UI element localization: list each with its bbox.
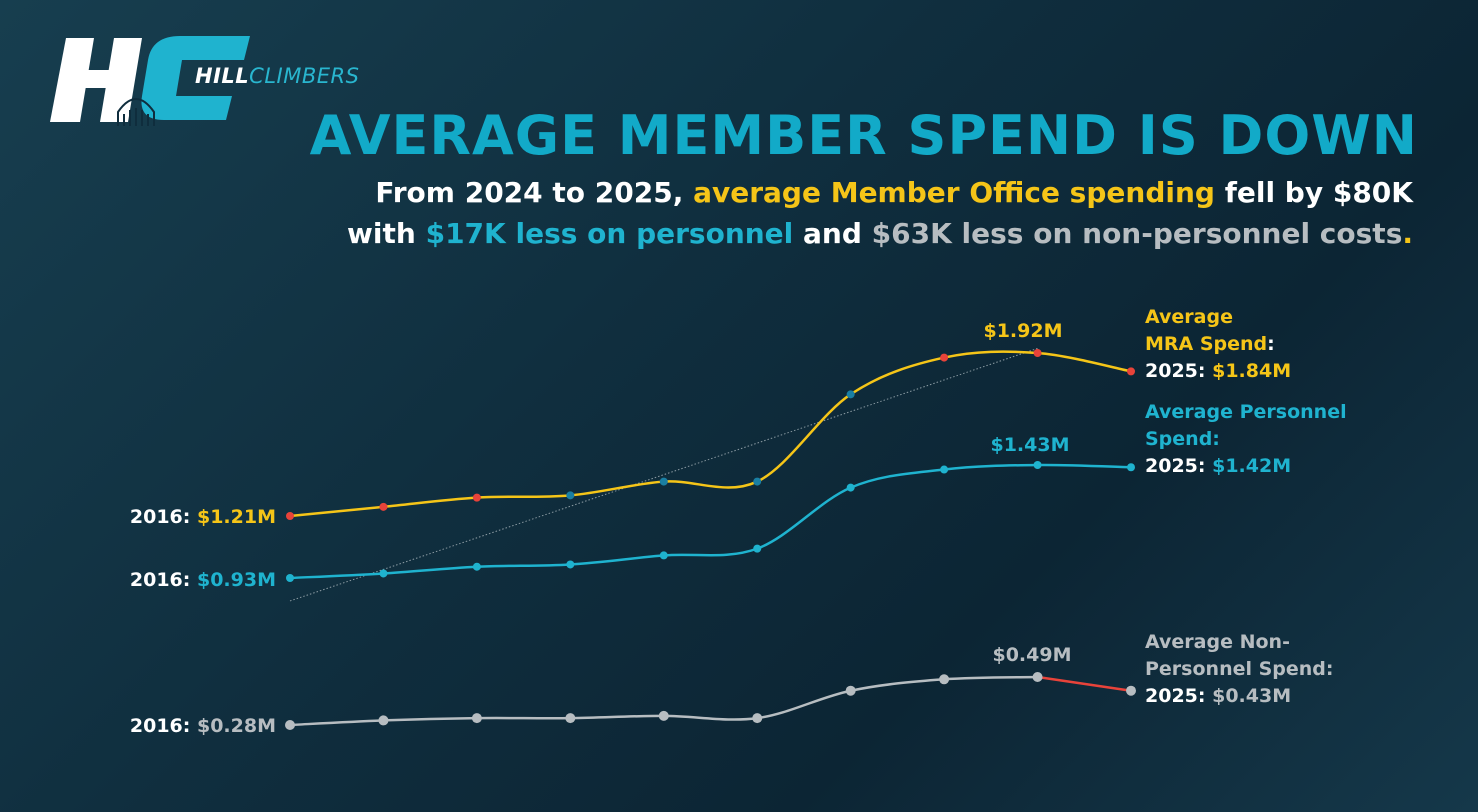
data-point-mra-2020	[659, 477, 668, 486]
data-point-mra-2024	[1033, 349, 1042, 357]
hc-monogram-icon	[50, 36, 250, 126]
data-point-personnel-2022	[846, 483, 855, 492]
end-label-non-personnel: Average Non- Personnel Spend: 2025: $0.4…	[1145, 631, 1340, 707]
data-point-non-personnel-2025	[1126, 685, 1136, 696]
capitol-dome-icon	[117, 98, 155, 126]
data-point-mra-2016	[286, 512, 294, 520]
start-label-personnel: 2016: $0.93M	[130, 569, 276, 591]
data-point-personnel-2018	[472, 562, 481, 571]
data-point-mra-2023	[940, 353, 949, 362]
data-point-personnel-2024	[1033, 461, 1042, 469]
data-point-mra-2022	[846, 390, 855, 399]
data-point-mra-2021	[753, 477, 762, 486]
series-line-personnel	[289, 463, 1132, 580]
data-point-non-personnel-2019	[565, 713, 576, 724]
end-label-personnel: Average Personnel Spend: 2025: $1.42M	[1145, 401, 1353, 477]
brand-wordmark: HILLCLIMBERS	[195, 64, 360, 88]
data-point-non-personnel-2023	[939, 674, 950, 685]
data-point-non-personnel-2024	[1032, 672, 1043, 682]
data-point-mra-2019	[566, 491, 575, 500]
data-point-non-personnel-2021	[752, 713, 763, 724]
data-point-personnel-2016	[286, 574, 294, 582]
data-point-personnel-2021	[753, 544, 762, 553]
start-label-mra: 2016: $1.21M	[130, 506, 276, 528]
subtitle-line-2: with $17K less on personnel and $63K les…	[347, 217, 1413, 250]
subtitle-line-1: From 2024 to 2025, average Member Office…	[375, 176, 1413, 209]
page-title: AVERAGE MEMBER SPEND IS DOWN	[309, 104, 1418, 167]
hillclimbers-logo	[50, 36, 250, 126]
data-point-non-personnel-2022	[845, 685, 856, 696]
data-point-non-personnel-2016	[285, 720, 295, 730]
start-label-non-personnel: 2016: $0.28M	[130, 715, 276, 737]
data-point-mra-2018	[472, 493, 481, 502]
series-points-non-personnel	[285, 672, 1136, 730]
data-point-personnel-2020	[659, 551, 668, 560]
data-point-personnel-2025	[1127, 463, 1135, 472]
data-point-non-personnel-2020	[658, 710, 669, 721]
decrease-segment-non-personnel	[1037, 675, 1132, 692]
series-line-mra	[289, 350, 1132, 518]
data-point-personnel-2017	[379, 569, 388, 578]
peak-label-mra: $1.92M	[983, 320, 1062, 342]
end-label-mra: Average MRA Spend: 2025: $1.84M	[1145, 306, 1291, 382]
trendline	[289, 347, 1038, 602]
data-point-mra-2017	[379, 502, 388, 511]
data-point-personnel-2023	[940, 465, 949, 474]
peak-label-personnel: $1.43M	[990, 434, 1069, 456]
series-points-mra	[286, 349, 1135, 520]
series-points-personnel	[286, 461, 1135, 582]
data-point-non-personnel-2018	[471, 713, 482, 724]
data-point-personnel-2019	[566, 560, 575, 569]
page-subtitle: From 2024 to 2025, average Member Office…	[347, 172, 1413, 254]
peak-label-non-personnel: $0.49M	[992, 644, 1071, 666]
data-point-mra-2025	[1127, 367, 1135, 376]
data-point-non-personnel-2017	[378, 715, 389, 726]
